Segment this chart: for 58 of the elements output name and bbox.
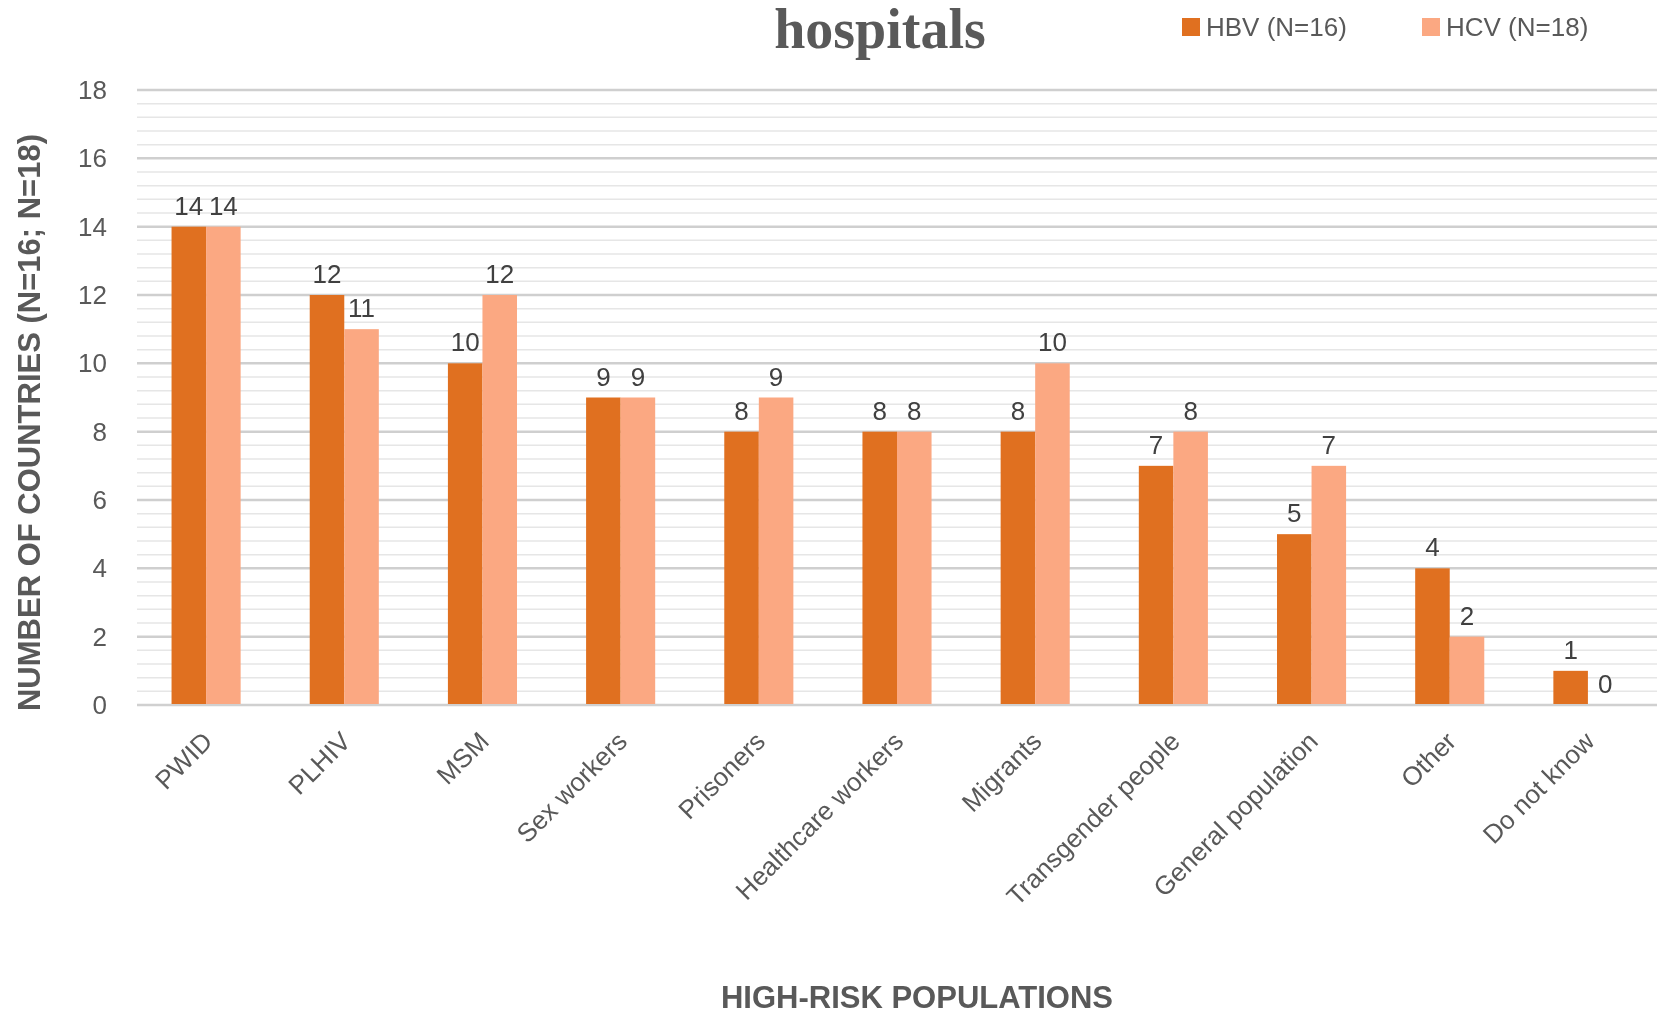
data-label: 14 <box>174 190 204 221</box>
bar <box>758 397 794 705</box>
y-tick-label: 14 <box>78 211 107 242</box>
data-label: 1 <box>1563 634 1578 665</box>
bar <box>1138 465 1174 705</box>
y-tick-label: 12 <box>78 280 107 310</box>
y-tick-label: 6 <box>92 485 107 515</box>
data-label: 7 <box>1321 429 1337 460</box>
y-tick-label: 8 <box>92 416 107 447</box>
bar <box>1035 363 1070 705</box>
bar <box>1311 465 1347 705</box>
y-tick-label: 0 <box>92 690 107 720</box>
data-label: 4 <box>1425 532 1440 563</box>
y-tick-label: 10 <box>78 348 107 379</box>
data-label: 14 <box>208 190 238 221</box>
data-label: 8 <box>907 395 922 426</box>
data-label: 8 <box>872 395 887 426</box>
bar <box>1449 636 1485 705</box>
bar <box>309 295 345 705</box>
data-label: 8 <box>1183 395 1198 426</box>
bar <box>447 363 483 705</box>
bar <box>482 295 517 705</box>
y-tick-label: 2 <box>92 621 107 652</box>
bar <box>862 431 897 705</box>
bar <box>724 431 759 705</box>
bar <box>1277 534 1312 705</box>
data-label: 9 <box>630 361 646 392</box>
data-label: 11 <box>348 293 376 324</box>
chart-title: hospitals <box>774 0 986 60</box>
data-label: 2 <box>1459 600 1475 631</box>
x-axis-title: HIGH-RISK POPULATIONS <box>720 980 1114 1015</box>
data-label: 9 <box>596 361 611 392</box>
bar <box>1415 568 1450 705</box>
data-label: 0 <box>1597 669 1613 699</box>
legend-label: HBV (N=16) <box>1206 12 1347 42</box>
bar <box>171 226 207 705</box>
bar <box>344 329 379 705</box>
data-label: 5 <box>1287 498 1302 529</box>
bar <box>620 397 656 705</box>
bar <box>586 397 621 705</box>
y-tick-label: 4 <box>92 553 107 584</box>
data-label: 9 <box>768 361 784 392</box>
bar <box>1553 670 1588 705</box>
data-label: 12 <box>485 259 515 289</box>
bar <box>1000 431 1036 705</box>
y-tick-label: 16 <box>78 143 107 174</box>
data-label: 8 <box>734 395 749 426</box>
data-label: 12 <box>312 259 342 289</box>
bar <box>206 226 241 705</box>
data-label: 10 <box>1037 327 1067 358</box>
data-label: 7 <box>1148 429 1164 460</box>
y-axis-title: NUMBER OF COUNTRIES (N=16; N=18) <box>12 133 47 712</box>
bar <box>897 431 932 705</box>
y-tick-label: 18 <box>78 75 107 105</box>
bar <box>1173 431 1208 705</box>
data-label: 8 <box>1010 395 1026 426</box>
data-label: 10 <box>450 327 480 358</box>
legend-label: HCV (N=18) <box>1446 12 1589 42</box>
